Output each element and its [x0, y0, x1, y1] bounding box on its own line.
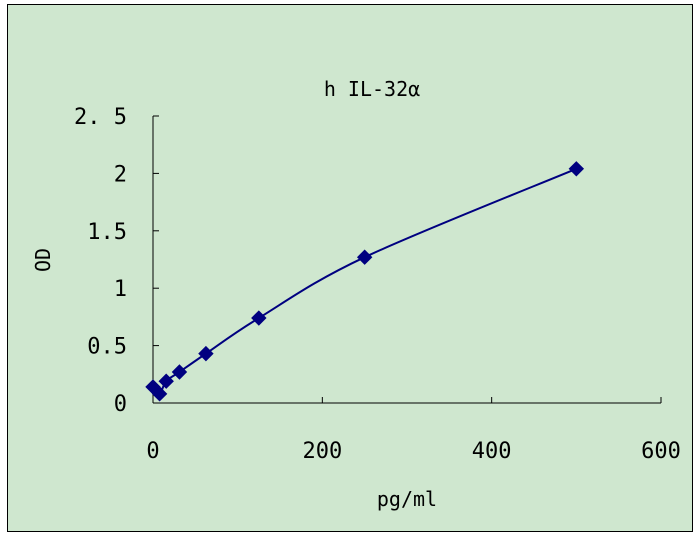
series-trendline — [152, 167, 577, 395]
x-tick-label: 0 — [146, 439, 159, 464]
y-tick-label: 2. 5 — [74, 105, 127, 130]
data-point-marker — [151, 386, 168, 402]
x-axis-title: pg/ml — [377, 487, 437, 511]
x-axis-ticks: 0 200 400 600 — [146, 397, 681, 464]
data-points — [145, 161, 585, 402]
y-axis-title: OD — [31, 248, 55, 272]
chart-title: h IL-32α — [324, 77, 420, 101]
data-point-marker — [198, 345, 214, 362]
data-point-marker — [568, 161, 585, 177]
y-tick-label: 2 — [114, 162, 127, 187]
y-tick-label: 1 — [114, 277, 127, 302]
x-tick-label: 400 — [472, 439, 512, 464]
chart-area — [7, 4, 693, 532]
data-point-marker — [251, 310, 267, 326]
data-point-marker — [356, 249, 373, 265]
y-tick-label: 0 — [114, 392, 127, 417]
data-point-marker — [171, 364, 188, 380]
data-point-marker — [158, 373, 174, 389]
y-tick-label: 1.5 — [87, 220, 127, 245]
y-axis-ticks: 0 0.5 1 1.5 2 2. 5 — [74, 105, 159, 417]
x-tick-label: 200 — [302, 439, 342, 464]
y-tick-label: 0.5 — [87, 335, 127, 360]
x-tick-label: 600 — [641, 439, 681, 464]
